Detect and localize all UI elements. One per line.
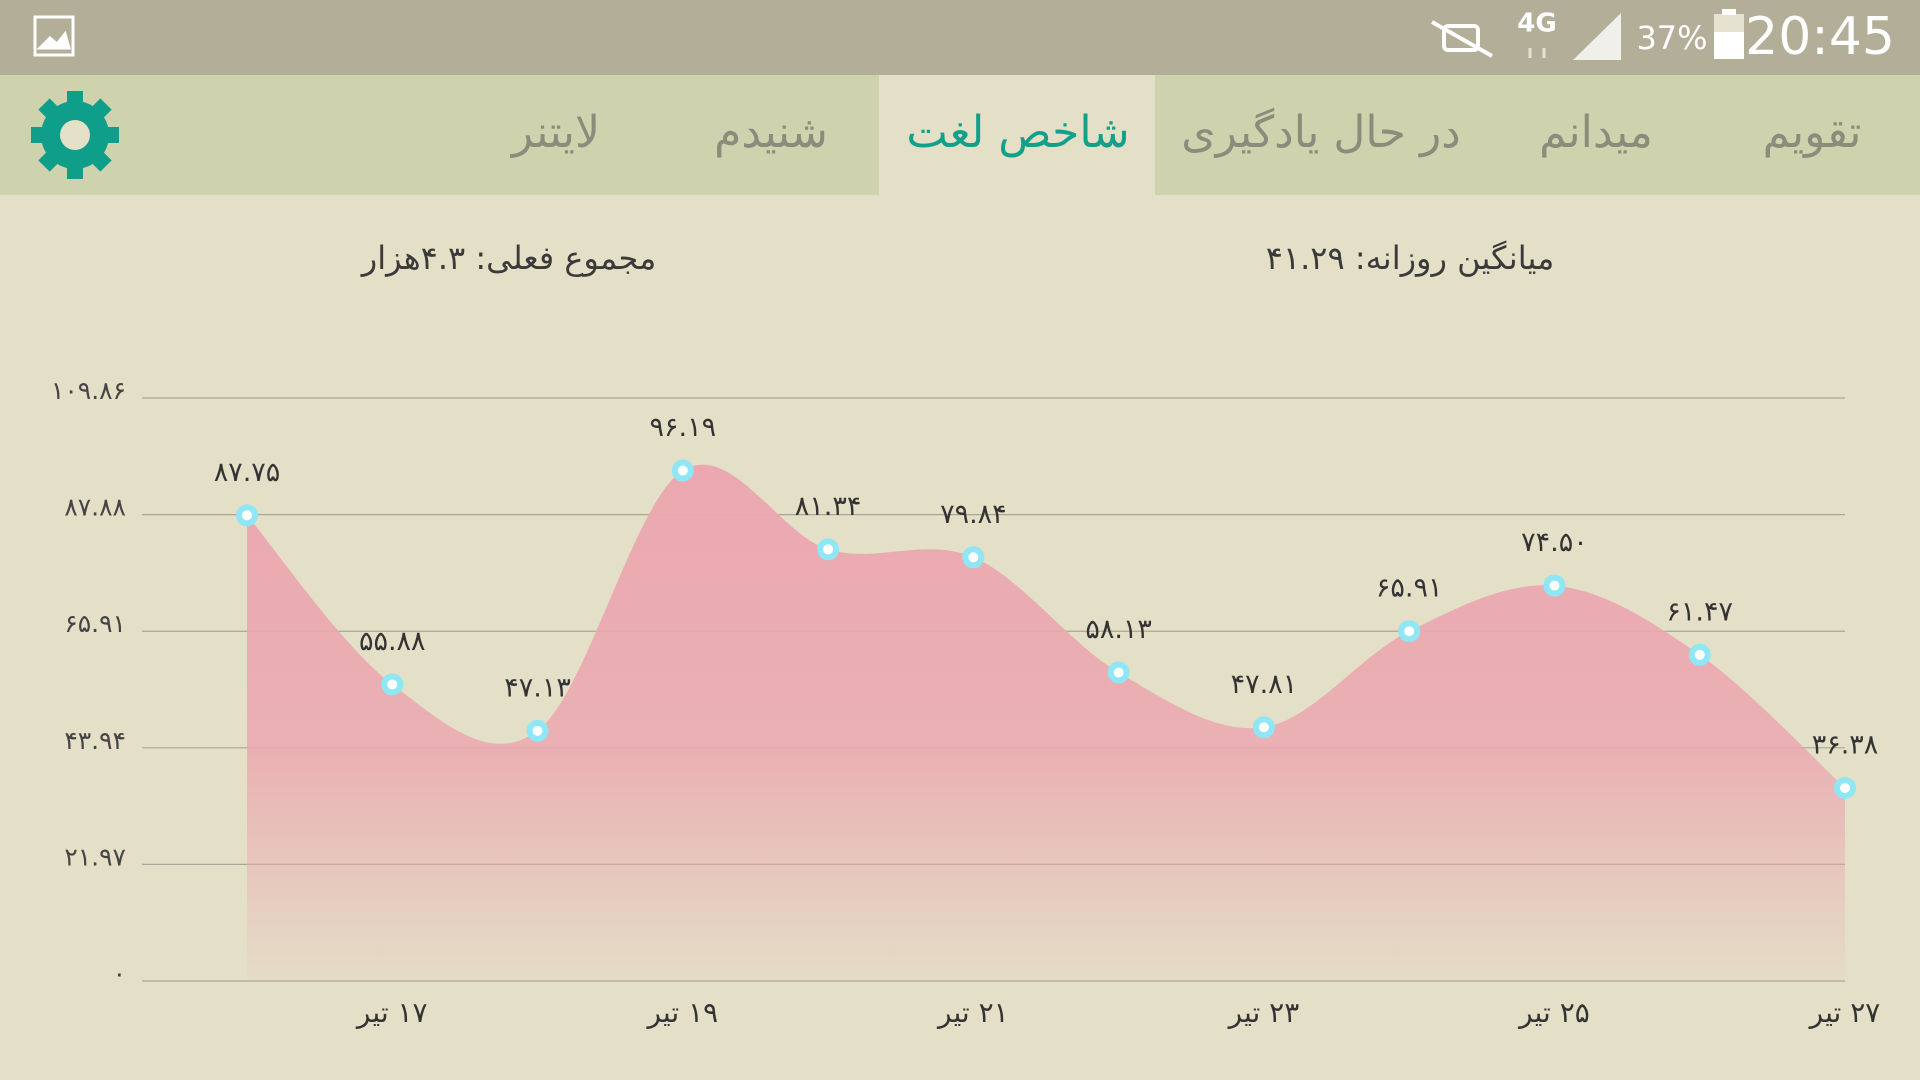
value-label: ۷۴.۵۰ [1521, 527, 1588, 558]
marker [236, 504, 258, 527]
value-label: ۶۱.۴۷ [1666, 596, 1733, 627]
area [247, 464, 1845, 981]
tab[interactable]: میدانم [1539, 107, 1653, 158]
x-tick-label: ۱۹ تیر [645, 996, 718, 1029]
tab[interactable]: شاخص لغت [906, 107, 1129, 158]
battery-level: 37% [1636, 19, 1707, 57]
signal-icon [1573, 13, 1621, 60]
y-tick-label: ۴۳.۹۴ [64, 726, 126, 755]
daily-average: میانگین روزانه: ۴۱.۲۹ [1266, 239, 1555, 277]
y-tick-label: ۲۱.۹۷ [64, 842, 126, 871]
active-tab-bg [879, 75, 1155, 195]
x-tick-label: ۲۱ تیر [936, 996, 1009, 1029]
status-bar [0, 0, 1920, 75]
value-label: ۵۵.۸۸ [359, 626, 426, 657]
chart: ۰ ۲۱.۹۷ ۴۳.۹۴ ۶۵.۹۱ ۸۷.۸۸ ۱۰۹.۸۶ ۸۷.۷۵ ۵۵.۸۸ ۴۷.… [51, 376, 1880, 1029]
tab[interactable]: شنیدم [714, 107, 828, 158]
marker [1107, 661, 1130, 684]
marker [1398, 620, 1421, 643]
y-tick-label: ۶۵.۹۱ [64, 609, 126, 638]
y-tick-label: ۱۰۹.۸۶ [51, 376, 126, 405]
marker [1252, 716, 1275, 739]
value-label: ۷۹.۸۴ [940, 499, 1007, 530]
y-tick-label: ۸۷.۸۸ [64, 493, 126, 522]
marker [962, 546, 985, 569]
value-label: ۶۵.۹۱ [1376, 573, 1443, 604]
tab[interactable]: تقویم [1763, 107, 1862, 158]
value-label: ۵۸.۱۳ [1085, 614, 1152, 645]
current-total: مجموع فعلی: ۴.۳هزار [360, 239, 656, 277]
data-arrows [1528, 48, 1546, 58]
network-type: 4G [1517, 9, 1556, 39]
gallery-icon [33, 15, 75, 57]
marker [1688, 643, 1711, 666]
value-label: ۸۷.۷۵ [214, 457, 281, 488]
marker [671, 459, 694, 482]
value-label: ۴۷.۸۱ [1231, 669, 1298, 700]
tabs: تقویم میدانم در حال یادگیری شاخص لغت شنیدم لا… [510, 75, 1861, 195]
tab[interactable]: در حال یادگیری [1181, 107, 1461, 158]
marker [1543, 574, 1566, 597]
x-tick-label: ۲۳ تیر [1227, 996, 1300, 1029]
x-tick-label: ۱۷ تیر [355, 996, 428, 1029]
settings-button[interactable] [31, 91, 119, 179]
clock: 20:45 [1745, 7, 1895, 67]
x-tick-label: ۲۷ تیر [1808, 996, 1881, 1029]
value-label: ۸۱.۳۴ [795, 491, 862, 522]
marker [526, 719, 549, 742]
marker [817, 538, 840, 561]
value-label: ۳۶.۳۸ [1812, 729, 1879, 760]
marker [1834, 776, 1856, 799]
tab[interactable]: لایتنر [510, 107, 600, 158]
x-tick-label: ۲۵ تیر [1517, 996, 1590, 1029]
value-label: ۴۷.۱۳ [504, 672, 571, 703]
y-tick-label: ۰ [113, 959, 126, 988]
marker [381, 673, 404, 696]
mute-icon [1431, 20, 1493, 58]
value-label: ۹۶.۱۹ [650, 412, 717, 443]
battery-icon [1714, 9, 1744, 59]
